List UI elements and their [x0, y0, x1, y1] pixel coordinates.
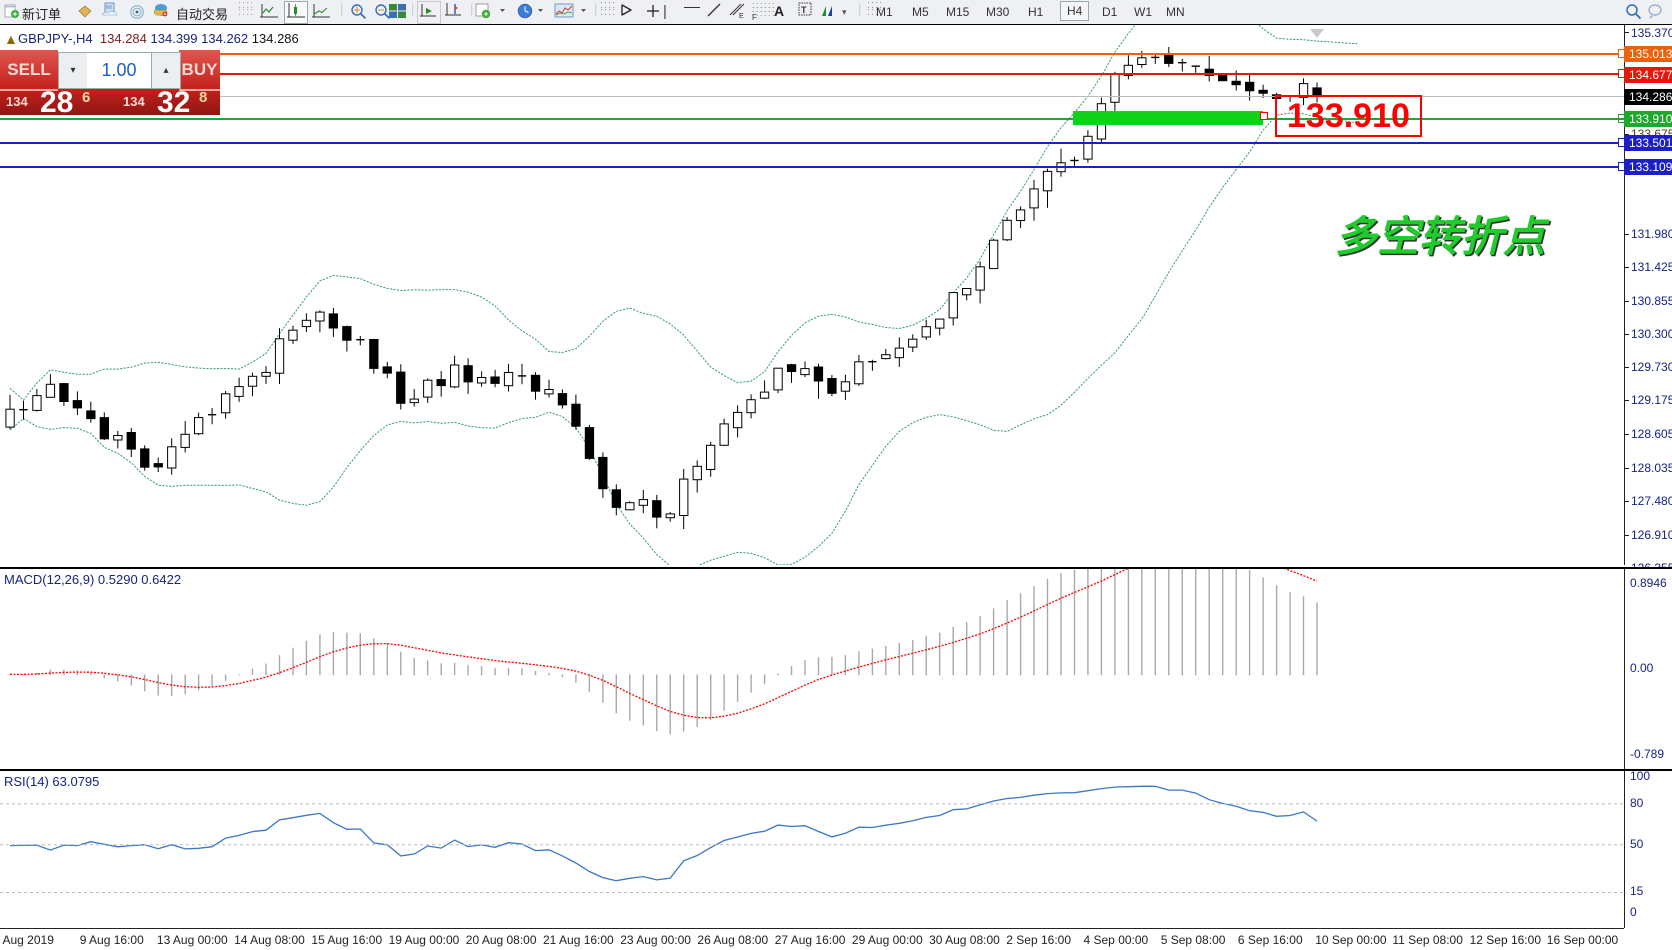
- svg-text:T: T: [801, 5, 807, 15]
- svg-text:E: E: [739, 13, 744, 19]
